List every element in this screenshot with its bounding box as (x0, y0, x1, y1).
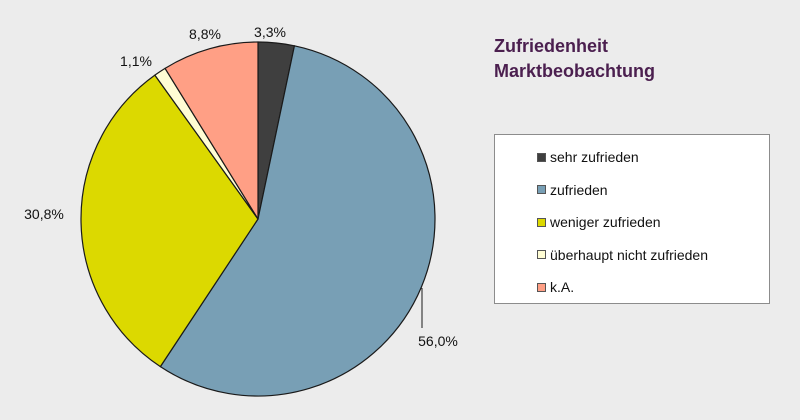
legend-item-4: k.A. (495, 271, 769, 304)
slice-value-label-3: 1,1% (120, 53, 152, 69)
legend-label-3: überhaupt nicht zufrieden (550, 246, 708, 263)
legend-swatch-3 (537, 250, 546, 260)
legend-label-2: weniger zufrieden (550, 214, 661, 231)
chart-legend: sehr zufrieden zufrieden weniger zufrieden… (494, 134, 770, 304)
legend-label-1: zufrieden (550, 181, 608, 198)
legend-item-1: zufrieden (495, 174, 769, 207)
legend-item-0: sehr zufrieden (495, 141, 769, 174)
pie-slice-4 (164, 41, 259, 220)
legend-item-3: überhaupt nicht zufrieden (495, 239, 769, 272)
pie-slice-1 (159, 45, 436, 397)
pie-slice-2 (80, 74, 259, 368)
legend-label-0: sehr zufrieden (550, 149, 639, 166)
slice-value-label-2: 30,8% (24, 206, 64, 222)
legend-swatch-1 (537, 185, 546, 195)
slice-value-label-1: 56,0% (418, 333, 458, 349)
legend-item-2: weniger zufrieden (495, 206, 769, 239)
chart-title-line-1: Zufriedenheit (494, 36, 609, 56)
slice-value-label-0: 3,3% (254, 24, 286, 40)
legend-swatch-4 (537, 282, 546, 292)
legend-swatch-0 (537, 152, 546, 162)
legend-label-4: k.A. (550, 279, 575, 296)
chart-title-line-2: Marktbeobachtung (494, 61, 656, 81)
chart-title: Zufriedenheit Marktbeobachtung (494, 34, 655, 84)
slice-value-label-4: 8,8% (189, 26, 221, 42)
legend-swatch-2 (537, 217, 546, 227)
